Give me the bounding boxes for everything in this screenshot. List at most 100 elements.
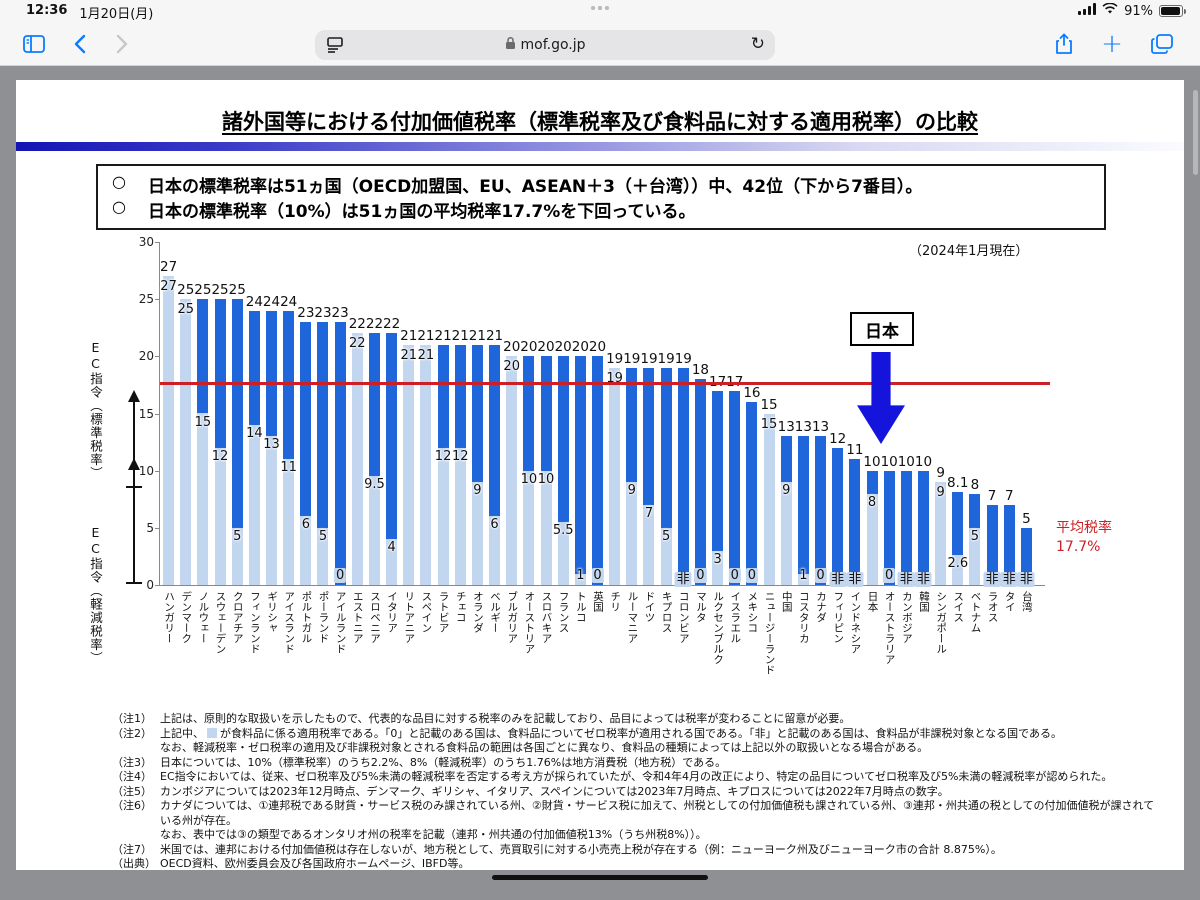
country-label-ニュージーランド: ニュージーランド [763,591,776,675]
standard-label-オーストリア: 20 [520,339,538,356]
note-7: 米国では、連邦における付加価値税は存在しないが、地方税として、売買取引に対する小… [160,842,1002,856]
note-6: カナダについては、①連邦税である財貨・サービス税のみ課されている州、②財貨・サー… [160,799,1155,827]
bar-ルーマニア [626,367,638,585]
bar-エストニア [351,333,363,585]
country-label-台湾: 台湾 [1020,591,1033,612]
bar-ニュージーランド [763,413,775,585]
bar-フランス [557,356,569,585]
bar-ベルギー [489,344,501,585]
country-label-ハンガリー: ハンガリー [163,591,176,644]
food-label-イスラエル: 0 [728,568,741,583]
country-label-スイス: スイス [952,591,965,623]
standard-label-ベトナム: 8 [970,476,980,493]
food-label-ノルウェー: 15 [194,414,212,430]
reader-view-icon[interactable] [325,35,345,59]
tabs-overview-button[interactable] [1146,28,1178,60]
bar-イタリア [386,333,398,585]
bar-ベトナム [969,493,981,585]
note-4: EC指令においては、従来、ゼロ税率及び5%未満の軽減税率を否定する考え方が採られ… [160,770,1113,783]
food-label-リトアニア: 21 [400,347,418,363]
food-label-ラオス: 非 [983,572,1001,587]
reload-button[interactable]: ↻ [750,34,765,54]
scrollbar-thumb[interactable] [1193,90,1198,175]
standard-label-ラトビア: 21 [434,327,452,344]
country-label-スペイン: スペイン [420,591,433,633]
food-label-ニュージーランド: 15 [760,416,778,432]
food-rate-swatch [207,727,217,738]
standard-label-ノルウェー: 25 [194,282,212,299]
food-label-ルーマニア: 9 [627,483,636,499]
battery-icon [1159,5,1186,17]
standard-label-ベルギー: 21 [485,327,504,344]
standard-label-ポーランド: 23 [314,305,332,322]
new-tab-button[interactable]: + [1101,29,1123,59]
standard-label-ブルガリア: 20 [503,339,521,356]
country-label-ラオス: ラオス [986,591,999,623]
sidebar-toggle-button[interactable] [18,28,50,60]
summary-line-2: 日本の標準税率（10%）は51ヵ国の平均税率17.7%を下回っている。 [147,202,696,222]
food-label-タイ: 非 [1000,572,1018,587]
average-rate-label: 平均税率 17.7% [1056,520,1112,555]
document-page: 諸外国等における付加価値税率（標準税率及び食料品に対する適用税率）の比較 ○ 日… [16,80,1184,870]
country-label-アイスランド: アイスランド [283,591,296,654]
standard-label-中国: 13 [777,419,795,436]
bar-スペイン [420,344,432,585]
food-label-ルクセンブルク: 3 [713,551,722,567]
bar-タイ [1003,504,1015,585]
bar-英国 [592,356,603,585]
standard-label-メキシコ: 16 [743,385,761,402]
country-label-メキシコ: メキシコ [746,591,759,633]
standard-label-フランス: 20 [554,339,572,356]
country-label-中国: 中国 [780,591,793,612]
food-label-ギリシャ: 13 [263,437,280,453]
bar-台湾 [1020,527,1032,585]
vat-rate-bar-chart: （2024年1月現在） EC指令（標準税率） EC指令（軽減税率） [16,230,1184,730]
standard-label-エストニア: 22 [348,316,366,333]
bullet-circle-icon: ○ [112,197,126,216]
back-button[interactable] [64,28,96,60]
bar-フィリピン [832,447,844,585]
food-label-フランス: 5.5 [552,523,574,539]
country-label-ポーランド: ポーランド [317,591,330,644]
bar-カナダ [815,436,827,585]
address-bar[interactable]: mof.go.jp ↻ [315,30,775,60]
share-button[interactable] [1048,28,1080,60]
food-label-コロンビア: 非 [674,572,692,587]
country-label-エストニア: エストニア [351,591,364,644]
food-label-チェコ: 12 [451,448,469,464]
food-label-スペイン: 21 [417,347,435,363]
bar-韓国 [917,470,929,585]
country-label-ルクセンブルク: ルクセンブルク [712,591,725,665]
food-label-フィリピン: 非 [829,572,847,587]
bar-キプロス [660,367,672,585]
standard-label-スロバキア: 20 [537,339,555,356]
bar-ハンガリー [163,276,175,585]
food-label-中国: 9 [782,483,791,499]
country-label-イタリア: イタリア [386,591,399,633]
japan-arrow-icon [857,352,905,444]
forward-button[interactable] [106,28,138,60]
food-label-アイスランド: 11 [280,460,297,476]
footnotes: （注1） 上記は、原則的な取扱いを示したもので、代表的な品目に対する税率のみを記載… [112,712,1162,872]
y-tick-15: 15 [138,406,154,421]
standard-label-アイスランド: 24 [280,293,298,310]
page-title: 諸外国等における付加価値税率（標準税率及び食料品に対する適用税率）の比較 [222,110,978,134]
home-indicator[interactable] [492,875,708,880]
food-label-ドイツ: 7 [644,505,654,521]
clock: 12:36 [26,3,68,18]
standard-label-デンマーク: 25 [177,282,195,299]
multitask-dots-icon [591,6,609,10]
note-1: 上記は、原則的な取扱いを示したもので、代表的な品目に対する税率のみを記載しており… [160,712,851,725]
food-label-アイルランド: 0 [334,568,347,583]
y-tick-0: 0 [146,578,154,592]
food-label-スウェーデン: 12 [211,448,229,464]
standard-label-フィンランド: 24 [245,293,263,310]
standard-label-チェコ: 21 [451,327,469,344]
bar-中国 [780,436,792,585]
browser-viewport: 諸外国等における付加価値税率（標準税率及び食料品に対する適用税率）の比較 ○ 日… [0,66,1200,900]
food-label-トルコ: 1 [576,568,585,583]
x-axis [159,585,1045,586]
bar-クロアチア [231,299,243,585]
battery-percent: 91% [1124,3,1153,19]
food-label-韓国: 非 [914,572,932,587]
